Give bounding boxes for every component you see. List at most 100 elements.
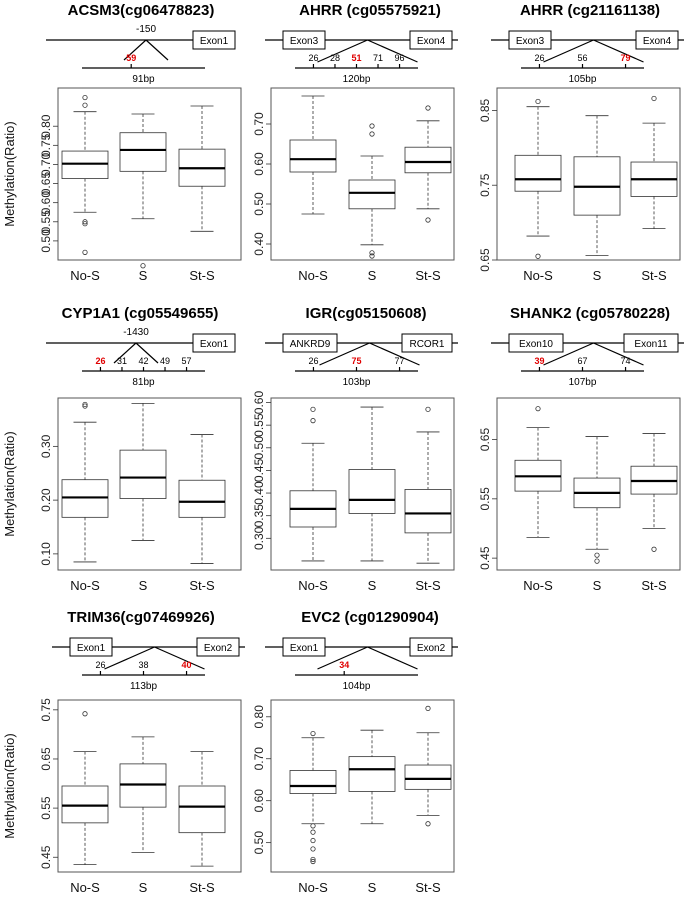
- x-tick-label: No-S: [298, 880, 328, 895]
- zoom-line: [369, 342, 420, 366]
- y-tick-label: 0.45: [39, 845, 53, 869]
- outlier-point: [310, 406, 316, 412]
- y-tick-label: 0.55: [39, 210, 53, 234]
- x-tick-label: No-S: [70, 880, 100, 895]
- x-tick-label: S: [593, 578, 602, 593]
- exon-box: [192, 30, 236, 50]
- box-st-s: [178, 105, 226, 232]
- x-tick-label: St-S: [189, 268, 215, 283]
- upstream-position-label: -150: [136, 24, 156, 35]
- box-st-s: [630, 433, 678, 552]
- exon-label: Exon10: [519, 339, 553, 350]
- cpg-position: 57: [182, 356, 192, 366]
- cpg-position: 71: [373, 53, 383, 63]
- x-tick-label: S: [593, 268, 602, 283]
- y-tick-label: 0.35: [252, 504, 266, 528]
- y-tick-label: 0.75: [39, 133, 53, 157]
- box-no-s: [61, 94, 109, 255]
- cpg-position: 49: [160, 356, 170, 366]
- y-tick-label: 0.60: [252, 391, 266, 415]
- y-tick-label: 0.75: [478, 173, 492, 197]
- exon-box: [192, 333, 236, 353]
- box-iqr: [404, 146, 452, 174]
- cpg-position: 28: [330, 53, 340, 63]
- outlier-point: [310, 829, 316, 835]
- exon-box: [635, 30, 679, 50]
- y-tick-label: 0.20: [39, 488, 53, 512]
- outlier-point: [140, 263, 146, 269]
- zoom-line: [367, 646, 418, 670]
- cpg-position: 56: [577, 53, 587, 63]
- y-tick-label: 0.50: [39, 229, 53, 253]
- box-no-s: [289, 406, 337, 562]
- x-tick-label: St-S: [189, 880, 215, 895]
- cpg-position: 26: [308, 356, 318, 366]
- x-tick-label: St-S: [415, 578, 441, 593]
- box-s: [573, 436, 621, 564]
- outlier-point: [82, 249, 88, 255]
- box-iqr: [178, 479, 226, 518]
- y-tick-label: 0.50: [252, 436, 266, 460]
- outlier-point: [82, 401, 88, 408]
- chart-panel: SHANK2 (cg05780228) Exon10 Exon11 39 67 74 107…: [478, 305, 684, 593]
- amplicon-length: 91bp: [132, 74, 155, 85]
- gene-structure-diagram: Exon10 Exon11 39 67 74 107bp: [491, 333, 684, 388]
- cpg-position-highlight: 79: [621, 53, 631, 63]
- chart-title: TRIM36(cg07469926): [67, 609, 215, 626]
- cpg-position: 67: [577, 356, 587, 366]
- y-tick-label: 0.55: [478, 487, 492, 511]
- outlier-point: [535, 98, 541, 105]
- exon-label: Exon2: [417, 643, 446, 654]
- exon-label: Exon1: [290, 643, 319, 654]
- x-tick-label: No-S: [523, 578, 553, 593]
- outlier-point: [369, 253, 375, 259]
- amplicon-length: 107bp: [569, 377, 597, 388]
- plot-frame: [496, 87, 681, 261]
- zoom-line: [543, 39, 594, 63]
- box-no-s: [289, 95, 337, 215]
- gene-structure-diagram: Exon1 -150 59 91bp: [46, 24, 236, 85]
- zoom-line: [593, 39, 644, 63]
- cpg-position: 26: [308, 53, 318, 63]
- box-st-s: [404, 406, 452, 564]
- outlier-point: [82, 219, 88, 225]
- exon-label: Exon2: [204, 643, 233, 654]
- exon-box: [401, 333, 453, 353]
- box-iqr: [404, 489, 452, 534]
- box-s: [348, 123, 396, 259]
- y-axis-label: Methylation(Ratio): [2, 431, 17, 537]
- outlier-point: [310, 823, 316, 829]
- outlier-point: [535, 406, 541, 412]
- cpg-position-highlight: 40: [182, 660, 192, 670]
- box-s: [348, 729, 396, 825]
- zoom-line: [113, 342, 137, 364]
- chart-title: IGR(cg05150608): [306, 305, 427, 322]
- chart-title: EVC2 (cg01290904): [301, 609, 439, 626]
- cpg-position-highlight: 75: [351, 356, 361, 366]
- plot-frame: [496, 397, 681, 571]
- x-tick-label: No-S: [70, 578, 100, 593]
- exon-label: RCOR1: [409, 339, 444, 350]
- outlier-point: [310, 418, 316, 424]
- cpg-position: 77: [395, 356, 405, 366]
- exon-box: [282, 30, 326, 50]
- y-tick-label: 0.30: [252, 526, 266, 550]
- chart-panel: AHRR (cg05575921) Exon3 Exon4 26 28 51 71 96 120…: [252, 2, 458, 283]
- cpg-position: 96: [395, 53, 405, 63]
- chart-title: AHRR (cg05575921): [299, 2, 441, 19]
- box-s: [348, 406, 396, 562]
- outlier-point: [82, 403, 88, 409]
- box-st-s: [404, 105, 452, 223]
- y-tick-label: 0.60: [39, 191, 53, 215]
- box-iqr: [119, 449, 167, 499]
- y-tick-label: 0.40: [252, 232, 266, 256]
- exon-box: [623, 333, 679, 353]
- x-tick-label: S: [368, 578, 377, 593]
- cpg-position-highlight: 34: [339, 660, 349, 670]
- exon-label: Exon1: [200, 339, 229, 350]
- exon-box: [508, 30, 552, 50]
- x-tick-label: No-S: [523, 268, 553, 283]
- y-tick-label: 0.55: [39, 796, 53, 820]
- x-tick-label: No-S: [298, 578, 328, 593]
